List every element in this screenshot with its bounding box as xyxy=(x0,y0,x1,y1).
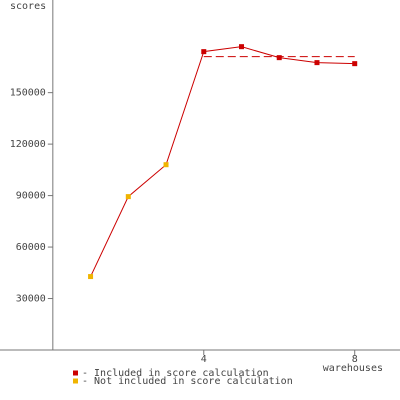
data-point xyxy=(163,162,169,168)
data-point xyxy=(314,60,320,66)
legend-swatch xyxy=(73,378,78,384)
data-point xyxy=(352,61,358,67)
legend-label: - Included in score calculation xyxy=(82,368,269,379)
data-point xyxy=(201,49,207,55)
y-tick-label: 30000 xyxy=(16,294,46,305)
x-axis-label: warehouses xyxy=(323,363,383,374)
y-tick-label: 60000 xyxy=(16,242,46,253)
data-line xyxy=(90,46,355,277)
data-point xyxy=(239,44,245,50)
data-point xyxy=(125,194,131,200)
legend-swatch xyxy=(73,370,78,376)
data-point xyxy=(88,274,94,280)
y-tick-label: 150000 xyxy=(10,88,46,99)
legend-label: - Not included in score calculation xyxy=(82,376,293,387)
x-tick-label: 8 xyxy=(352,354,358,365)
x-tick-label: 4 xyxy=(201,354,207,365)
y-tick-label: 120000 xyxy=(10,139,46,150)
y-axis-label: scores xyxy=(10,1,46,12)
data-point xyxy=(276,55,282,61)
y-tick-label: 90000 xyxy=(16,191,46,202)
